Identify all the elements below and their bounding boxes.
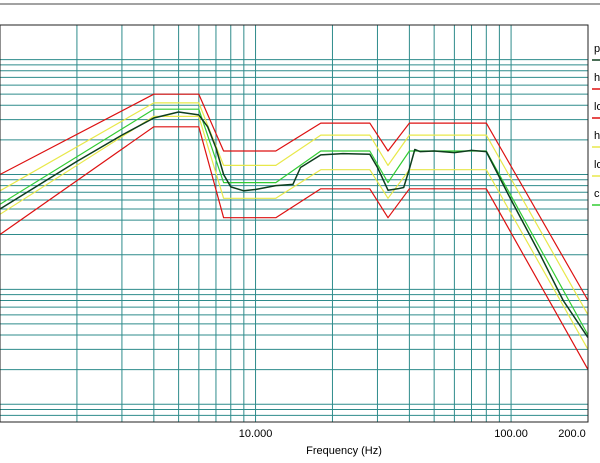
legend-entry-label: h bbox=[594, 72, 600, 84]
x-tick-label: 10.000 bbox=[239, 428, 273, 440]
legend-entry-label: lo bbox=[594, 159, 600, 171]
x-axis-title: Frequency (Hz) bbox=[306, 445, 382, 457]
plot-frame bbox=[0, 24, 589, 423]
legend-entry-label: c bbox=[594, 188, 600, 200]
series-line bbox=[0, 111, 589, 339]
series-line bbox=[0, 115, 589, 350]
legend-entry-label: p bbox=[594, 43, 600, 55]
series-line bbox=[0, 102, 589, 316]
series-group bbox=[0, 93, 589, 370]
legend-entry-label: lo bbox=[594, 101, 600, 113]
legend-entry-label: h bbox=[594, 130, 600, 142]
series-line bbox=[0, 126, 589, 370]
legend: p h lo h lo c bbox=[592, 43, 600, 206]
series-line bbox=[0, 93, 589, 301]
x-tick-labels: 10.000 100.00 200.0 bbox=[239, 428, 586, 440]
x-tick-label: 200.0 bbox=[558, 428, 586, 440]
x-tick-label: 100.00 bbox=[494, 428, 528, 440]
